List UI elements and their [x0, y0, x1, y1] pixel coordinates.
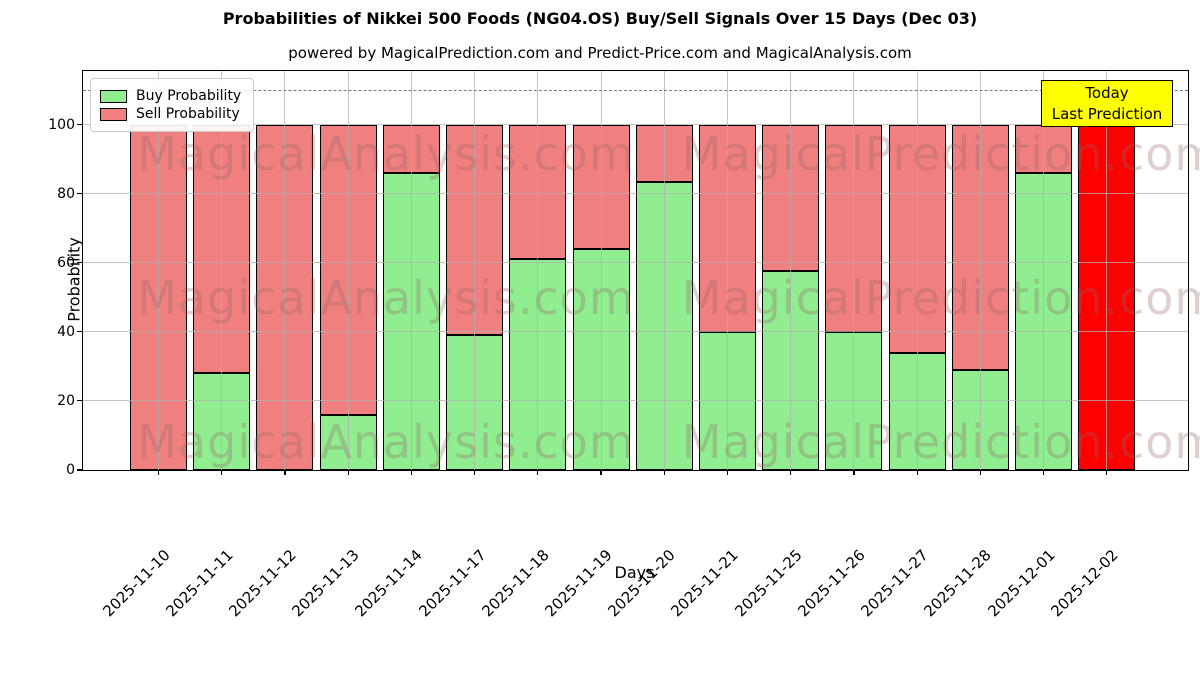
gridline-vertical — [221, 71, 223, 470]
gridline-vertical — [158, 71, 159, 470]
legend-buy-label: Buy Probability — [136, 88, 242, 104]
watermark-text: MagicalAnalysis.com — [137, 127, 635, 181]
gridline-vertical — [853, 71, 855, 470]
chart-page: { "title": "Probabilities of Nikkei 500 … — [48, 9, 1200, 621]
y-tick-mark — [77, 123, 83, 126]
annotation-line1: Today — [1085, 84, 1129, 102]
y-tick-mark — [77, 331, 83, 333]
y-tick-label: 100 — [48, 116, 75, 133]
buy-swatch-icon — [100, 89, 127, 103]
y-tick-mark — [77, 400, 83, 402]
watermark-text: MagicalPrediction.com — [681, 127, 1200, 181]
watermark-text: MagicalPrediction.com — [681, 415, 1200, 469]
gridline-vertical — [1106, 71, 1108, 470]
x-tick-mark — [410, 470, 412, 475]
y-tick-label: 40 — [57, 323, 75, 340]
y-tick-label: 0 — [66, 462, 75, 478]
x-axis-label: Days — [614, 563, 655, 582]
gridline-vertical — [537, 71, 539, 470]
x-tick-mark — [221, 470, 223, 475]
gridline-vertical — [790, 71, 792, 470]
axis-ticks-layer: 2025-11-10 2025-11-11 2025-11-12 2025-11-13… — [48, 71, 1188, 621]
gridline-horizontal — [83, 193, 1188, 195]
x-tick-mark — [474, 470, 476, 475]
y-tick-label: 80 — [57, 185, 75, 202]
x-tick-mark — [284, 470, 286, 475]
x-tick-mark — [726, 470, 729, 475]
legend-item-buy: Buy Probability — [100, 88, 241, 104]
y-tick-mark — [77, 469, 83, 471]
y-tick-label: 60 — [57, 254, 75, 271]
y-tick-label: 20 — [57, 392, 75, 409]
gridline-vertical — [284, 71, 286, 470]
plot-area: MagicalAnalysis.com MagicalPrediction.com… — [48, 70, 1200, 621]
sell-swatch-icon — [100, 107, 127, 121]
grid-layer — [83, 71, 1188, 470]
x-tick-mark — [537, 470, 539, 475]
gridline-vertical — [1043, 71, 1045, 470]
gridline-horizontal — [83, 262, 1188, 264]
x-tick-mark — [853, 470, 855, 475]
legend-sell-label: Sell Probability — [136, 106, 240, 122]
x-tick-mark — [600, 470, 602, 475]
x-tick-mark — [790, 470, 792, 475]
gridline-vertical — [979, 71, 981, 470]
gridline-vertical — [474, 71, 476, 470]
watermark-text: MagicalAnalysis.com — [137, 271, 635, 325]
chart-subtitle: powered by MagicalPrediction.com and Pre… — [288, 44, 912, 62]
annotation-line2: Last Prediction — [1051, 105, 1163, 123]
x-tick-mark — [1042, 470, 1045, 475]
x-tick-mark — [916, 470, 918, 475]
chart-title: Probabilities of Nikkei 500 Foods (NG04.… — [222, 9, 978, 28]
gridline-horizontal — [83, 124, 1188, 126]
y-tick-mark — [77, 262, 83, 264]
x-tick-mark — [347, 470, 349, 475]
legend: Buy Probability Sell Probability — [90, 78, 255, 132]
y-tick-mark — [77, 193, 83, 195]
gridline-horizontal — [83, 331, 1188, 333]
gridline-vertical — [916, 71, 918, 470]
legend-item-sell: Sell Probability — [100, 106, 241, 122]
watermark-text: MagicalAnalysis.com — [137, 415, 635, 469]
gridline-horizontal — [83, 400, 1188, 402]
x-tick-mark — [663, 470, 665, 475]
today-annotation: Today Last Prediction — [1041, 80, 1173, 127]
x-tick-mark — [1106, 470, 1108, 475]
x-tick-mark — [979, 470, 981, 475]
threshold-dashed-line — [83, 90, 1188, 91]
watermark-text: MagicalPrediction.com — [681, 271, 1200, 325]
gridline-vertical — [410, 71, 412, 470]
x-tick-mark — [157, 470, 160, 475]
y-axis-label: Probability — [64, 237, 84, 322]
gridline-vertical — [600, 71, 602, 470]
gridline-vertical — [726, 71, 728, 470]
gridline-vertical — [663, 71, 665, 470]
watermark-layer: MagicalAnalysis.com MagicalPrediction.com… — [83, 71, 1200, 470]
gridline-vertical — [347, 71, 349, 470]
